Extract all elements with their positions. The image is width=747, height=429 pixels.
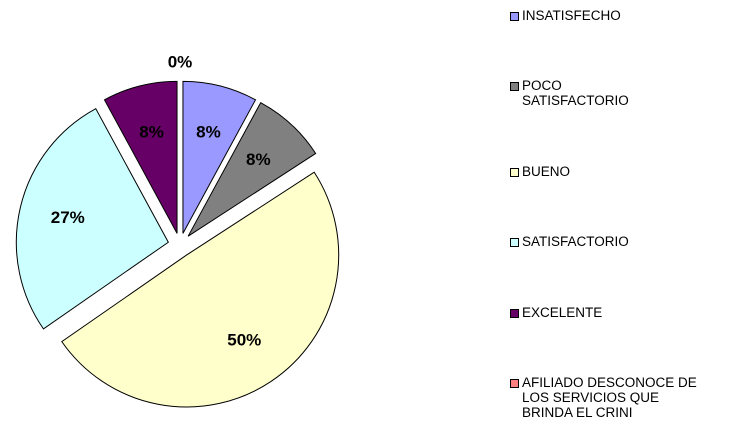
data-label: 8% (139, 123, 164, 142)
data-label: 27% (51, 208, 85, 227)
legend-label: AFILIADO DESCONOCE DE LOS SERVICIOS QUE … (522, 374, 697, 420)
data-label: 8% (246, 150, 271, 169)
legend-item: SATISFACTORIO (510, 234, 740, 249)
legend-label: BUENO (522, 163, 571, 179)
legend-item: BUENO (510, 164, 740, 179)
pie-slice (103, 80, 178, 234)
data-label: 0% (168, 52, 193, 71)
data-label: 50% (227, 330, 261, 349)
legend-swatch (510, 238, 519, 248)
legend-swatch (510, 167, 519, 177)
pie-slice (61, 171, 340, 408)
legend-swatch (510, 308, 519, 318)
legend-item: EXCELENTE (510, 305, 740, 320)
pie-slice (187, 101, 317, 237)
pie-slice (182, 80, 257, 234)
legend-swatch (510, 12, 519, 21)
legend-swatch (510, 378, 519, 388)
legend-item: POCO SATISFACTORIO (510, 78, 740, 108)
legend-label: EXCELENTE (522, 304, 603, 320)
legend-label: SATISFACTORIO (522, 234, 629, 250)
data-label: 8% (196, 123, 221, 142)
legend-swatch (510, 82, 519, 92)
legend-label: POCO SATISFACTORIO (522, 78, 629, 109)
legend-item: INSATISFECHO (510, 8, 740, 23)
legend-item: AFILIADO DESCONOCE DE LOS SERVICIOS QUE … (510, 375, 740, 420)
legend-label: INSATISFECHO (522, 8, 621, 23)
pie-slice (15, 107, 169, 330)
pie-area: 8% 8% 50% 27% 8% 0% (15, 52, 340, 408)
legend: INSATISFECHO POCO SATISFACTORIO BUENO SATIS… (510, 8, 740, 420)
